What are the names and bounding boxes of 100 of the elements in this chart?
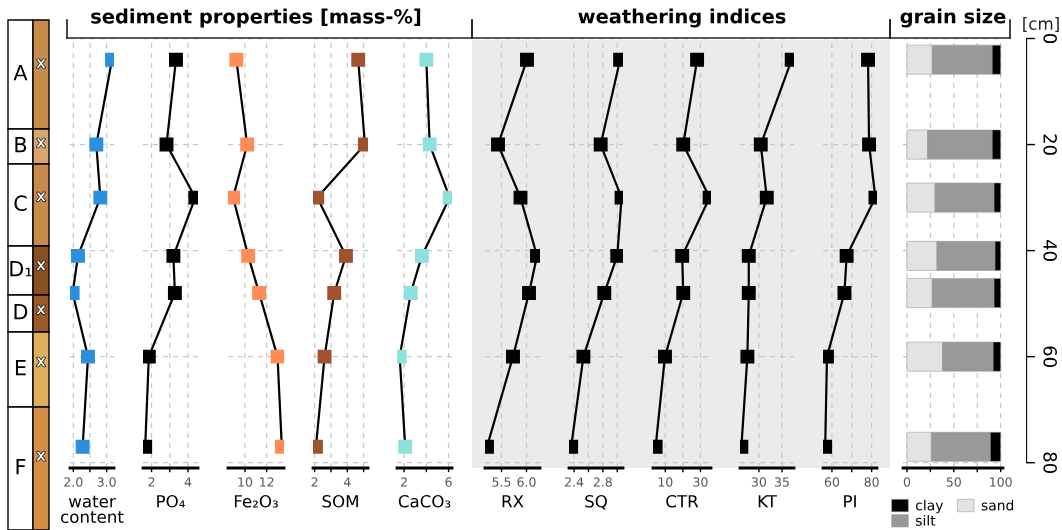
point bbox=[241, 248, 256, 263]
y-tick-label: 80 bbox=[1043, 452, 1057, 473]
point bbox=[398, 439, 413, 454]
point bbox=[593, 137, 608, 152]
x-axis-title: CaCO₃ bbox=[398, 494, 451, 508]
point bbox=[143, 349, 156, 364]
legend-label: sand bbox=[981, 499, 1014, 511]
x-tick-label: 12 bbox=[260, 477, 274, 487]
category-label: E bbox=[15, 360, 26, 376]
x-axis-title: CTR bbox=[666, 494, 699, 508]
point bbox=[240, 137, 255, 152]
point bbox=[93, 190, 108, 205]
point bbox=[862, 137, 877, 152]
point bbox=[676, 137, 691, 152]
x-tick-label: 10 bbox=[238, 477, 253, 487]
x-axis-title: SQ bbox=[585, 494, 607, 510]
y-tick-label: 40 bbox=[1043, 239, 1057, 261]
point bbox=[610, 248, 623, 263]
point bbox=[741, 248, 756, 263]
category-label: A bbox=[13, 65, 28, 81]
point bbox=[690, 52, 705, 67]
x-tick-label: 30 bbox=[693, 477, 708, 487]
point bbox=[414, 248, 429, 263]
point bbox=[419, 52, 434, 67]
text: x bbox=[36, 452, 46, 461]
chart-title: grain size bbox=[900, 8, 1006, 28]
x-axis-title: PO₄ bbox=[157, 494, 185, 508]
category-label: D₁ bbox=[10, 261, 32, 277]
x-axis-title: PI bbox=[844, 495, 856, 508]
point bbox=[169, 52, 183, 67]
point bbox=[167, 286, 182, 300]
x-tick-label: 6 bbox=[445, 477, 452, 487]
x-tick-label: 2.4 bbox=[565, 477, 584, 487]
x-tick-label: 35 bbox=[775, 477, 789, 487]
legend-label: silt bbox=[916, 514, 936, 526]
point bbox=[658, 349, 672, 364]
point bbox=[317, 349, 332, 364]
x-axis-title: KT bbox=[758, 495, 777, 508]
text: x bbox=[36, 59, 46, 68]
x-axis-title: Fe₂O₃ bbox=[234, 494, 278, 508]
category-label: D bbox=[14, 304, 28, 320]
point bbox=[522, 286, 536, 300]
point bbox=[339, 248, 353, 263]
x-tick-label: 2.8 bbox=[593, 477, 612, 487]
point bbox=[252, 286, 267, 300]
point bbox=[71, 248, 85, 263]
point bbox=[823, 349, 834, 364]
point bbox=[759, 190, 774, 205]
point bbox=[753, 137, 768, 152]
x-tick-label: 5.5 bbox=[492, 477, 511, 487]
category-label: C bbox=[14, 195, 27, 212]
text: x bbox=[36, 357, 46, 367]
y-tick-label: 60 bbox=[1043, 346, 1057, 367]
x-axis-title: water content bbox=[61, 495, 124, 524]
point bbox=[861, 52, 876, 67]
point bbox=[422, 137, 437, 152]
category-label: B bbox=[15, 137, 27, 153]
point bbox=[520, 52, 534, 67]
point bbox=[313, 190, 325, 205]
x-tick-label: 4 bbox=[184, 477, 192, 487]
chart-title: weathering indices bbox=[578, 8, 786, 28]
legend-label: clay bbox=[916, 499, 944, 514]
x-axis-title: RX bbox=[502, 495, 524, 508]
x-tick-label: 2.0 bbox=[64, 477, 83, 487]
point bbox=[327, 286, 342, 300]
x-tick-label: 30 bbox=[751, 477, 767, 487]
x-tick-label: 2 bbox=[401, 477, 407, 487]
point bbox=[741, 286, 756, 300]
point bbox=[403, 286, 418, 300]
point bbox=[228, 190, 241, 205]
y-axis-title: [cm] bbox=[1023, 17, 1059, 32]
point bbox=[229, 52, 244, 67]
x-tick-label: 6.0 bbox=[517, 477, 536, 487]
point bbox=[740, 349, 755, 364]
point bbox=[676, 286, 691, 300]
x-tick-label: 10 bbox=[658, 477, 673, 487]
point bbox=[166, 248, 181, 263]
point bbox=[491, 137, 505, 152]
x-tick-label: 100 bbox=[990, 477, 1012, 487]
x-tick-label: 2 bbox=[148, 477, 155, 487]
point bbox=[576, 349, 591, 364]
point bbox=[675, 248, 690, 263]
category-label: F bbox=[16, 459, 26, 475]
point bbox=[270, 349, 284, 364]
chart-title: sediment properties [mass-%] bbox=[91, 8, 421, 28]
point bbox=[89, 137, 104, 152]
x-tick-label: 2 bbox=[311, 477, 318, 487]
y-tick-label: 0 bbox=[1043, 33, 1057, 44]
y-tick-label: 20 bbox=[1043, 134, 1057, 155]
x-tick-label: 80 bbox=[864, 477, 879, 487]
x-tick-label: 4 bbox=[343, 477, 351, 487]
text: x bbox=[36, 192, 46, 202]
point bbox=[597, 286, 612, 300]
point bbox=[837, 286, 852, 300]
text: x bbox=[36, 261, 46, 270]
point bbox=[75, 439, 90, 454]
point bbox=[81, 349, 95, 364]
point bbox=[351, 52, 366, 67]
x-tick-label: 3.0 bbox=[97, 477, 116, 487]
x-tick-label: 0 bbox=[903, 477, 911, 487]
